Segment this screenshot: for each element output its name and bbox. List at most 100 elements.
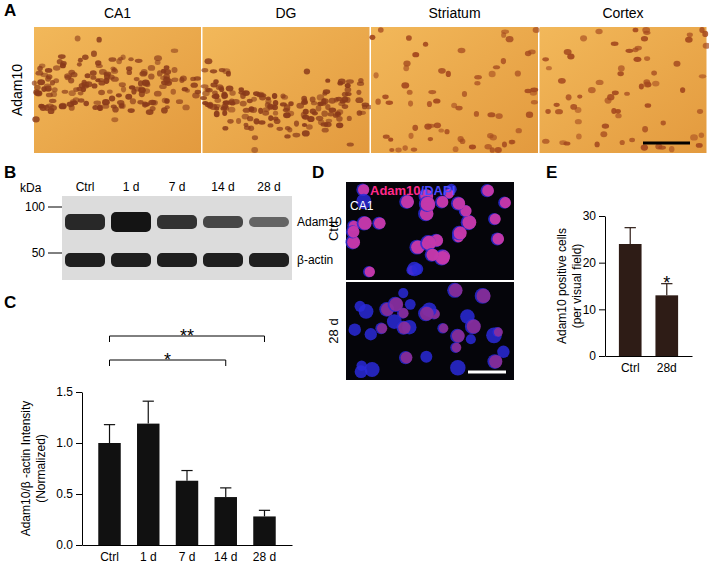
adam10-signal bbox=[389, 298, 403, 312]
tick: 1.5 bbox=[56, 385, 82, 399]
stain-label: Adam10/DAPI bbox=[370, 183, 455, 198]
band bbox=[249, 217, 289, 227]
band bbox=[111, 212, 151, 232]
nucleus bbox=[405, 299, 416, 310]
cell bbox=[191, 83, 198, 88]
cell bbox=[530, 87, 538, 92]
annotation: * bbox=[110, 350, 226, 370]
cell bbox=[317, 94, 324, 100]
cell bbox=[595, 141, 600, 147]
axis-line bbox=[82, 393, 83, 546]
error-stem bbox=[225, 488, 226, 497]
tick: Ctrl bbox=[621, 361, 640, 375]
nucleus bbox=[399, 351, 412, 364]
cell bbox=[469, 145, 476, 150]
nucleus bbox=[420, 351, 432, 363]
cell bbox=[96, 64, 103, 68]
cell bbox=[109, 57, 117, 62]
adam10-signal bbox=[449, 284, 463, 298]
cell bbox=[236, 118, 241, 124]
annotation: * bbox=[663, 273, 670, 293]
tick-label: 10 bbox=[583, 303, 597, 317]
error-stem bbox=[148, 401, 149, 423]
cell bbox=[206, 88, 213, 92]
cell bbox=[629, 138, 635, 142]
fluorescence-image bbox=[346, 282, 514, 380]
cell bbox=[117, 100, 124, 105]
nucleus bbox=[465, 319, 481, 335]
nucleus bbox=[452, 226, 467, 241]
cell bbox=[37, 66, 43, 72]
cell bbox=[176, 99, 183, 104]
cell bbox=[150, 106, 156, 111]
cell bbox=[116, 58, 122, 64]
cell bbox=[119, 82, 126, 87]
cell bbox=[570, 104, 577, 110]
cell bbox=[564, 49, 572, 55]
nucleus bbox=[466, 334, 476, 344]
error-bar bbox=[104, 425, 115, 443]
axis-title-line: (Normalized) bbox=[34, 434, 48, 503]
cell bbox=[411, 147, 417, 151]
tick-label: 0.5 bbox=[56, 487, 73, 501]
cell bbox=[83, 101, 89, 106]
cell bbox=[82, 55, 89, 61]
nucleus bbox=[437, 323, 448, 334]
adam10-signal bbox=[453, 197, 466, 210]
cell bbox=[219, 68, 226, 72]
nucleus bbox=[492, 327, 502, 337]
cell bbox=[248, 106, 254, 112]
cell bbox=[316, 116, 324, 121]
bar bbox=[619, 244, 642, 356]
tick: Ctrl bbox=[100, 550, 119, 564]
cell bbox=[78, 91, 84, 95]
cell bbox=[489, 71, 496, 77]
cell bbox=[283, 112, 291, 118]
bar bbox=[98, 443, 120, 545]
cell bbox=[641, 36, 648, 42]
cell bbox=[251, 147, 258, 153]
cell bbox=[378, 27, 384, 32]
cell bbox=[428, 90, 436, 94]
tick-label: 1.0 bbox=[56, 436, 73, 450]
cell bbox=[154, 55, 162, 61]
panel-letter: A bbox=[4, 1, 16, 20]
cell bbox=[335, 97, 342, 101]
cell bbox=[59, 103, 66, 109]
adam10-signal bbox=[377, 323, 387, 333]
cell bbox=[412, 52, 419, 57]
row-label: Adam10 bbox=[9, 64, 25, 116]
plot-area bbox=[619, 228, 678, 356]
cell bbox=[302, 130, 310, 136]
cell bbox=[230, 101, 236, 105]
nucleus bbox=[418, 306, 433, 321]
nucleus bbox=[349, 323, 361, 335]
adam10-signal bbox=[462, 216, 476, 230]
cell bbox=[474, 81, 480, 85]
cell bbox=[97, 105, 103, 111]
cell bbox=[195, 90, 201, 94]
cell bbox=[227, 119, 233, 124]
cell bbox=[506, 36, 514, 42]
cell bbox=[128, 57, 133, 61]
cell bbox=[130, 98, 136, 104]
image-background bbox=[540, 27, 707, 153]
adam10-signal bbox=[492, 233, 504, 245]
adam10-signal bbox=[452, 330, 465, 343]
cell bbox=[438, 128, 444, 132]
image-label: Striatum bbox=[428, 5, 480, 21]
cell bbox=[180, 76, 187, 82]
cell bbox=[617, 71, 624, 76]
panel-letter: B bbox=[4, 163, 16, 182]
error-bar bbox=[181, 471, 192, 481]
cell bbox=[559, 140, 567, 145]
axis-title-line: Adam10/β -actin Intensity bbox=[19, 401, 33, 537]
cell bbox=[347, 116, 352, 121]
nucleus bbox=[487, 354, 502, 369]
cell bbox=[262, 110, 269, 115]
tick-mark bbox=[76, 443, 82, 444]
bar bbox=[137, 424, 159, 545]
cell bbox=[210, 69, 217, 73]
cell bbox=[386, 101, 393, 105]
cell bbox=[201, 68, 208, 72]
